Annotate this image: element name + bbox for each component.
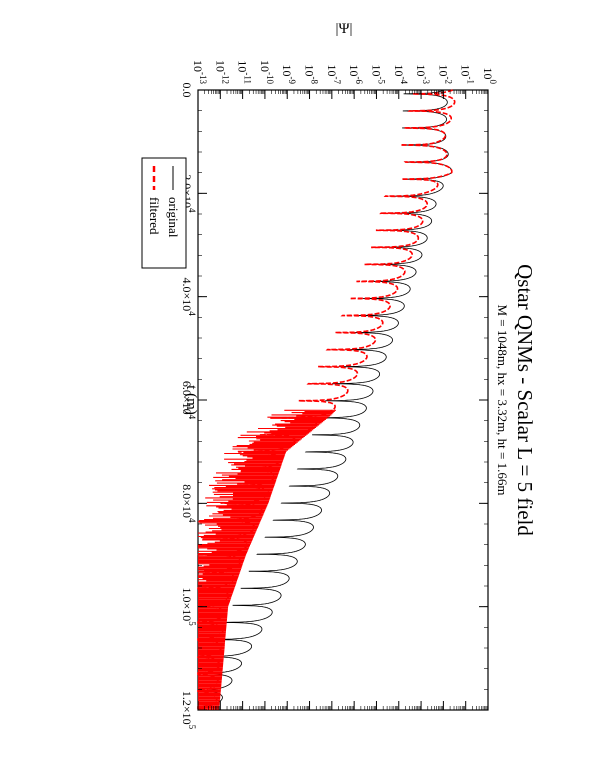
- legend-box: [141, 157, 187, 269]
- chart-subtitle: M = 1048m, hx = 3.32m, ht = 1.66m: [495, 304, 510, 495]
- x-axis-label: t (m): [183, 385, 199, 415]
- series-original-line: [197, 89, 453, 711]
- series-filtered-line: [197, 89, 456, 711]
- x-tick-label: 1.0×105: [180, 588, 197, 627]
- x-tick-label: 4.0×104: [180, 278, 197, 317]
- chart-title: Qstar QNMs - Scalar L = 5 field: [513, 264, 537, 536]
- legend: original filtered: [141, 157, 187, 269]
- legend-label-original: original: [166, 197, 181, 238]
- x-tick-label: 8.0×104: [180, 484, 197, 523]
- y-axis-label: |Ψ|: [335, 21, 352, 37]
- x-tick-label: 1.2×105: [180, 691, 197, 730]
- series-filtered-noise: [198, 409, 336, 710]
- x-tick-label: 0.0: [180, 83, 194, 98]
- x-tick-label: 6.0×104: [180, 381, 197, 420]
- legend-label-filtered: filtered: [147, 197, 162, 235]
